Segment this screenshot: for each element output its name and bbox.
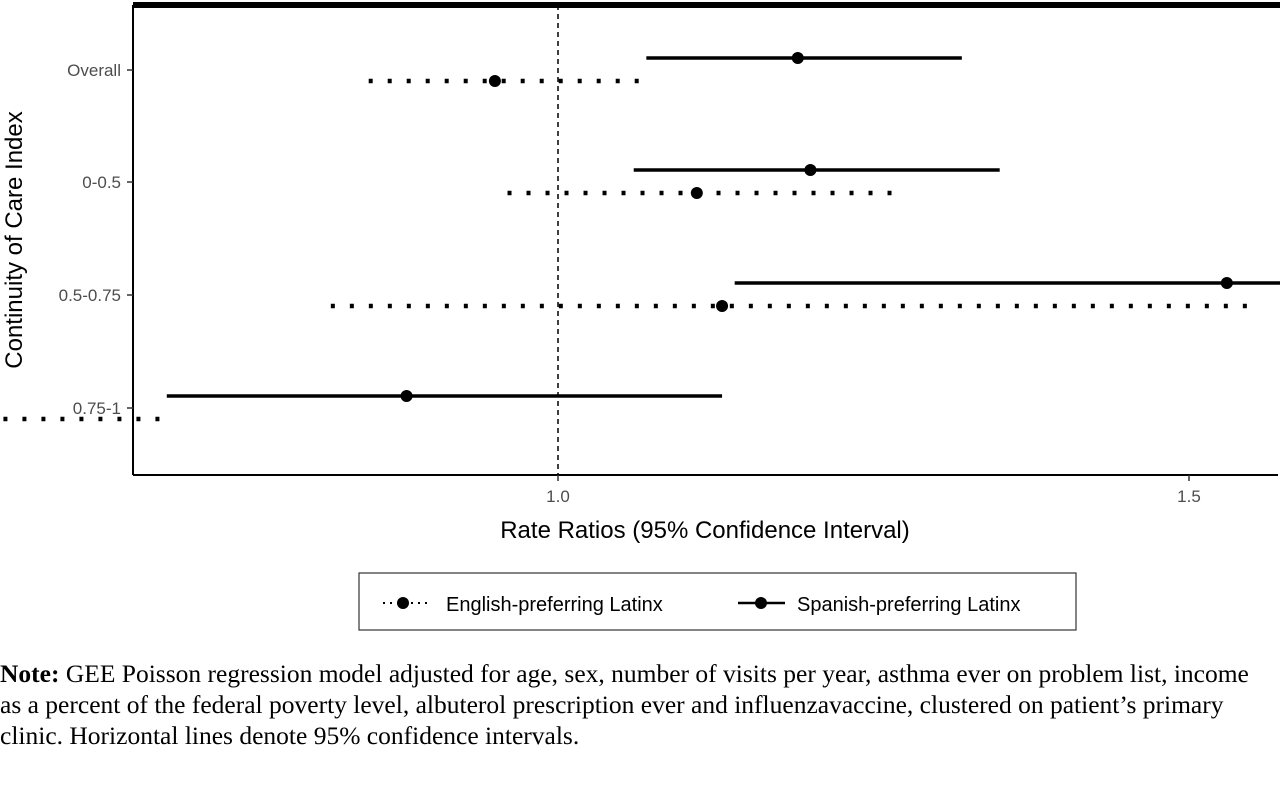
legend-keys <box>383 597 785 609</box>
x-tick-label: 1.5 <box>1177 487 1201 506</box>
legend-label-spanish: Spanish-preferring Latinx <box>797 594 1020 616</box>
figure-note: Note: GEE Poisson regression model adjus… <box>0 658 1270 751</box>
y-tick-layer: Overall 0-0.5 0.5-0.75 0.75-1 <box>59 61 133 418</box>
point-estimate-spanish <box>804 164 817 176</box>
legend-key-point-spanish <box>755 597 767 609</box>
note-label: Note: <box>0 659 60 688</box>
point-estimate-spanish <box>791 52 804 64</box>
point-estimate-spanish <box>400 390 413 402</box>
legend-box <box>358 572 1077 631</box>
y-tick-label: 0.5-0.75 <box>59 286 121 305</box>
y-tick-label: 0-0.5 <box>82 173 121 192</box>
point-estimate-english <box>690 187 703 199</box>
legend-key-point-english <box>397 597 409 609</box>
legend-label-english: English-preferring Latinx <box>446 594 663 616</box>
x-axis-title: Rate Ratios (95% Confidence Interval) <box>500 517 910 544</box>
y-axis-title: Continuity of Care Index <box>1 111 28 368</box>
point-estimate-spanish <box>1220 277 1233 289</box>
x-tick-label: 1.0 <box>546 487 570 506</box>
legend: English-preferring Latinx Spanish-prefer… <box>358 572 1077 631</box>
x-tick-layer: 0.51.01.52.0 <box>546 475 1201 506</box>
interval-marks-layer <box>0 52 1280 422</box>
point-estimate-english <box>488 75 501 87</box>
point-estimate-english <box>716 300 729 312</box>
y-tick-label: 0.75-1 <box>73 399 121 418</box>
y-tick-label: Overall <box>67 61 121 80</box>
note-text: GEE Poisson regression model adjusted fo… <box>0 659 1249 750</box>
